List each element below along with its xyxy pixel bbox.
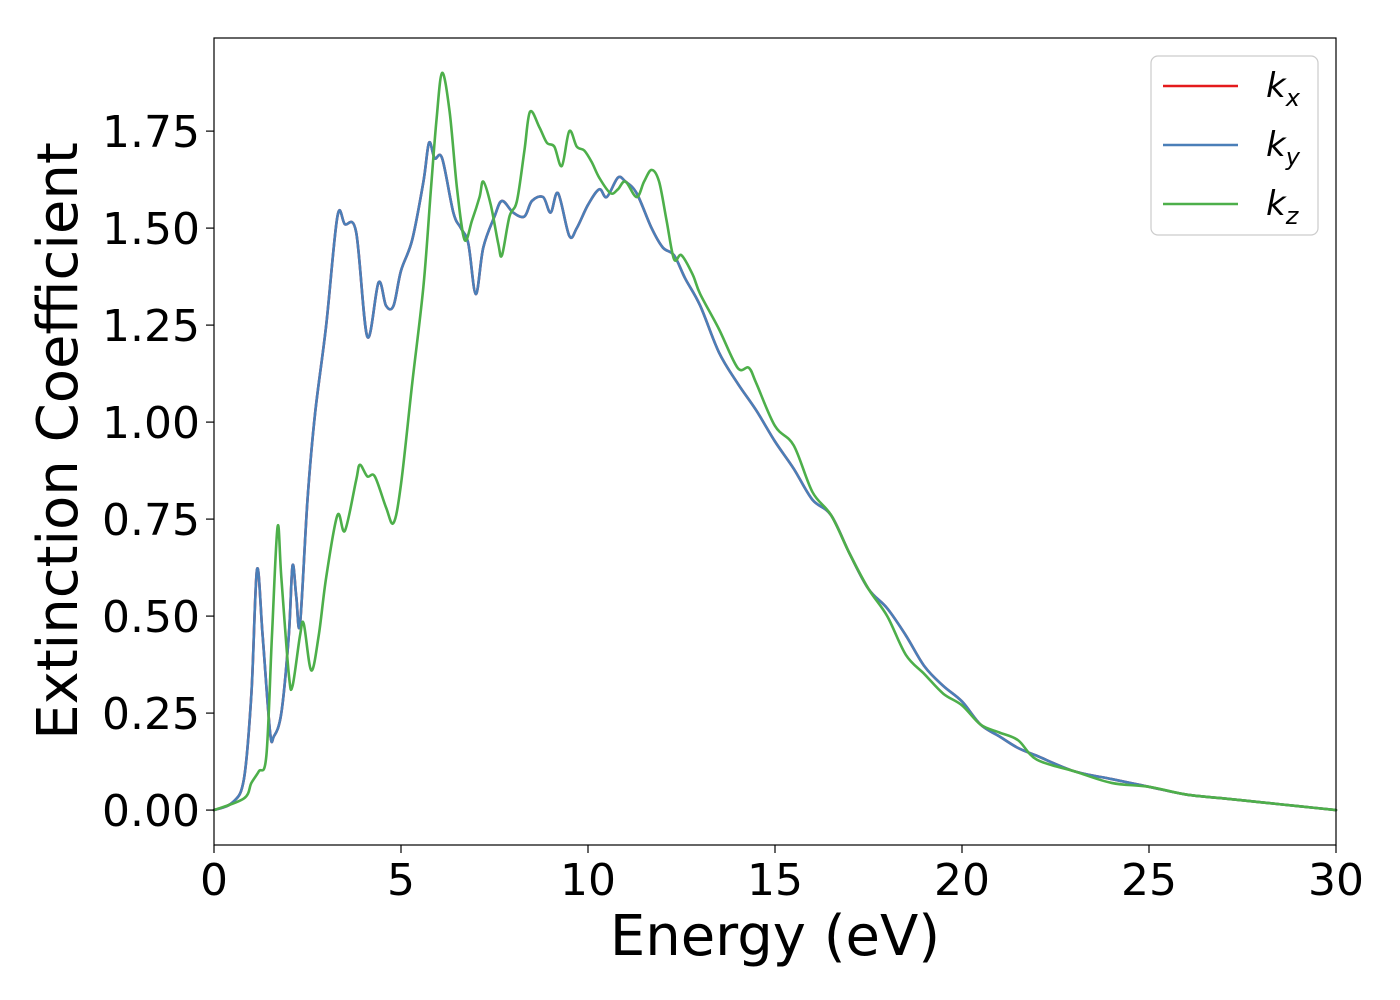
- x-tick-label: 15: [747, 855, 803, 906]
- legend-label-k-x: kx: [1266, 66, 1301, 112]
- x-tick-label: 30: [1308, 855, 1364, 906]
- x-tick-label: 0: [200, 855, 228, 906]
- y-axis: 0.00 0.25 0.50 0.75 1.00 1.25 1.50 1.75: [102, 107, 214, 837]
- y-tick-label: 1.75: [102, 107, 200, 158]
- x-tick-label: 5: [387, 855, 415, 906]
- legend-label-k-z: kz: [1266, 184, 1300, 230]
- series-line-k-y: [212, 140, 1338, 812]
- series-line-k-z: [212, 71, 1338, 812]
- y-tick-label: 0.75: [102, 495, 200, 546]
- x-tick-label: 10: [560, 855, 616, 906]
- legend: kx ky kz: [1150, 55, 1319, 236]
- y-tick-label: 1.50: [102, 204, 200, 255]
- series-layer: [212, 71, 1338, 812]
- y-tick-label: 1.00: [102, 398, 200, 449]
- x-tick-label: 25: [1121, 855, 1177, 906]
- y-axis-title: Extinction Coefficient: [26, 142, 91, 740]
- y-tick-label: 1.25: [102, 301, 200, 352]
- y-tick-label: 0.00: [102, 786, 200, 837]
- x-axis: 0 5 10 15 20 25 30: [200, 845, 1364, 906]
- y-tick-label: 0.25: [102, 689, 200, 740]
- y-tick-label: 0.50: [102, 592, 200, 643]
- x-axis-title: Energy (eV): [610, 904, 940, 969]
- x-tick-label: 20: [934, 855, 990, 906]
- legend-label-k-y: ky: [1266, 125, 1301, 171]
